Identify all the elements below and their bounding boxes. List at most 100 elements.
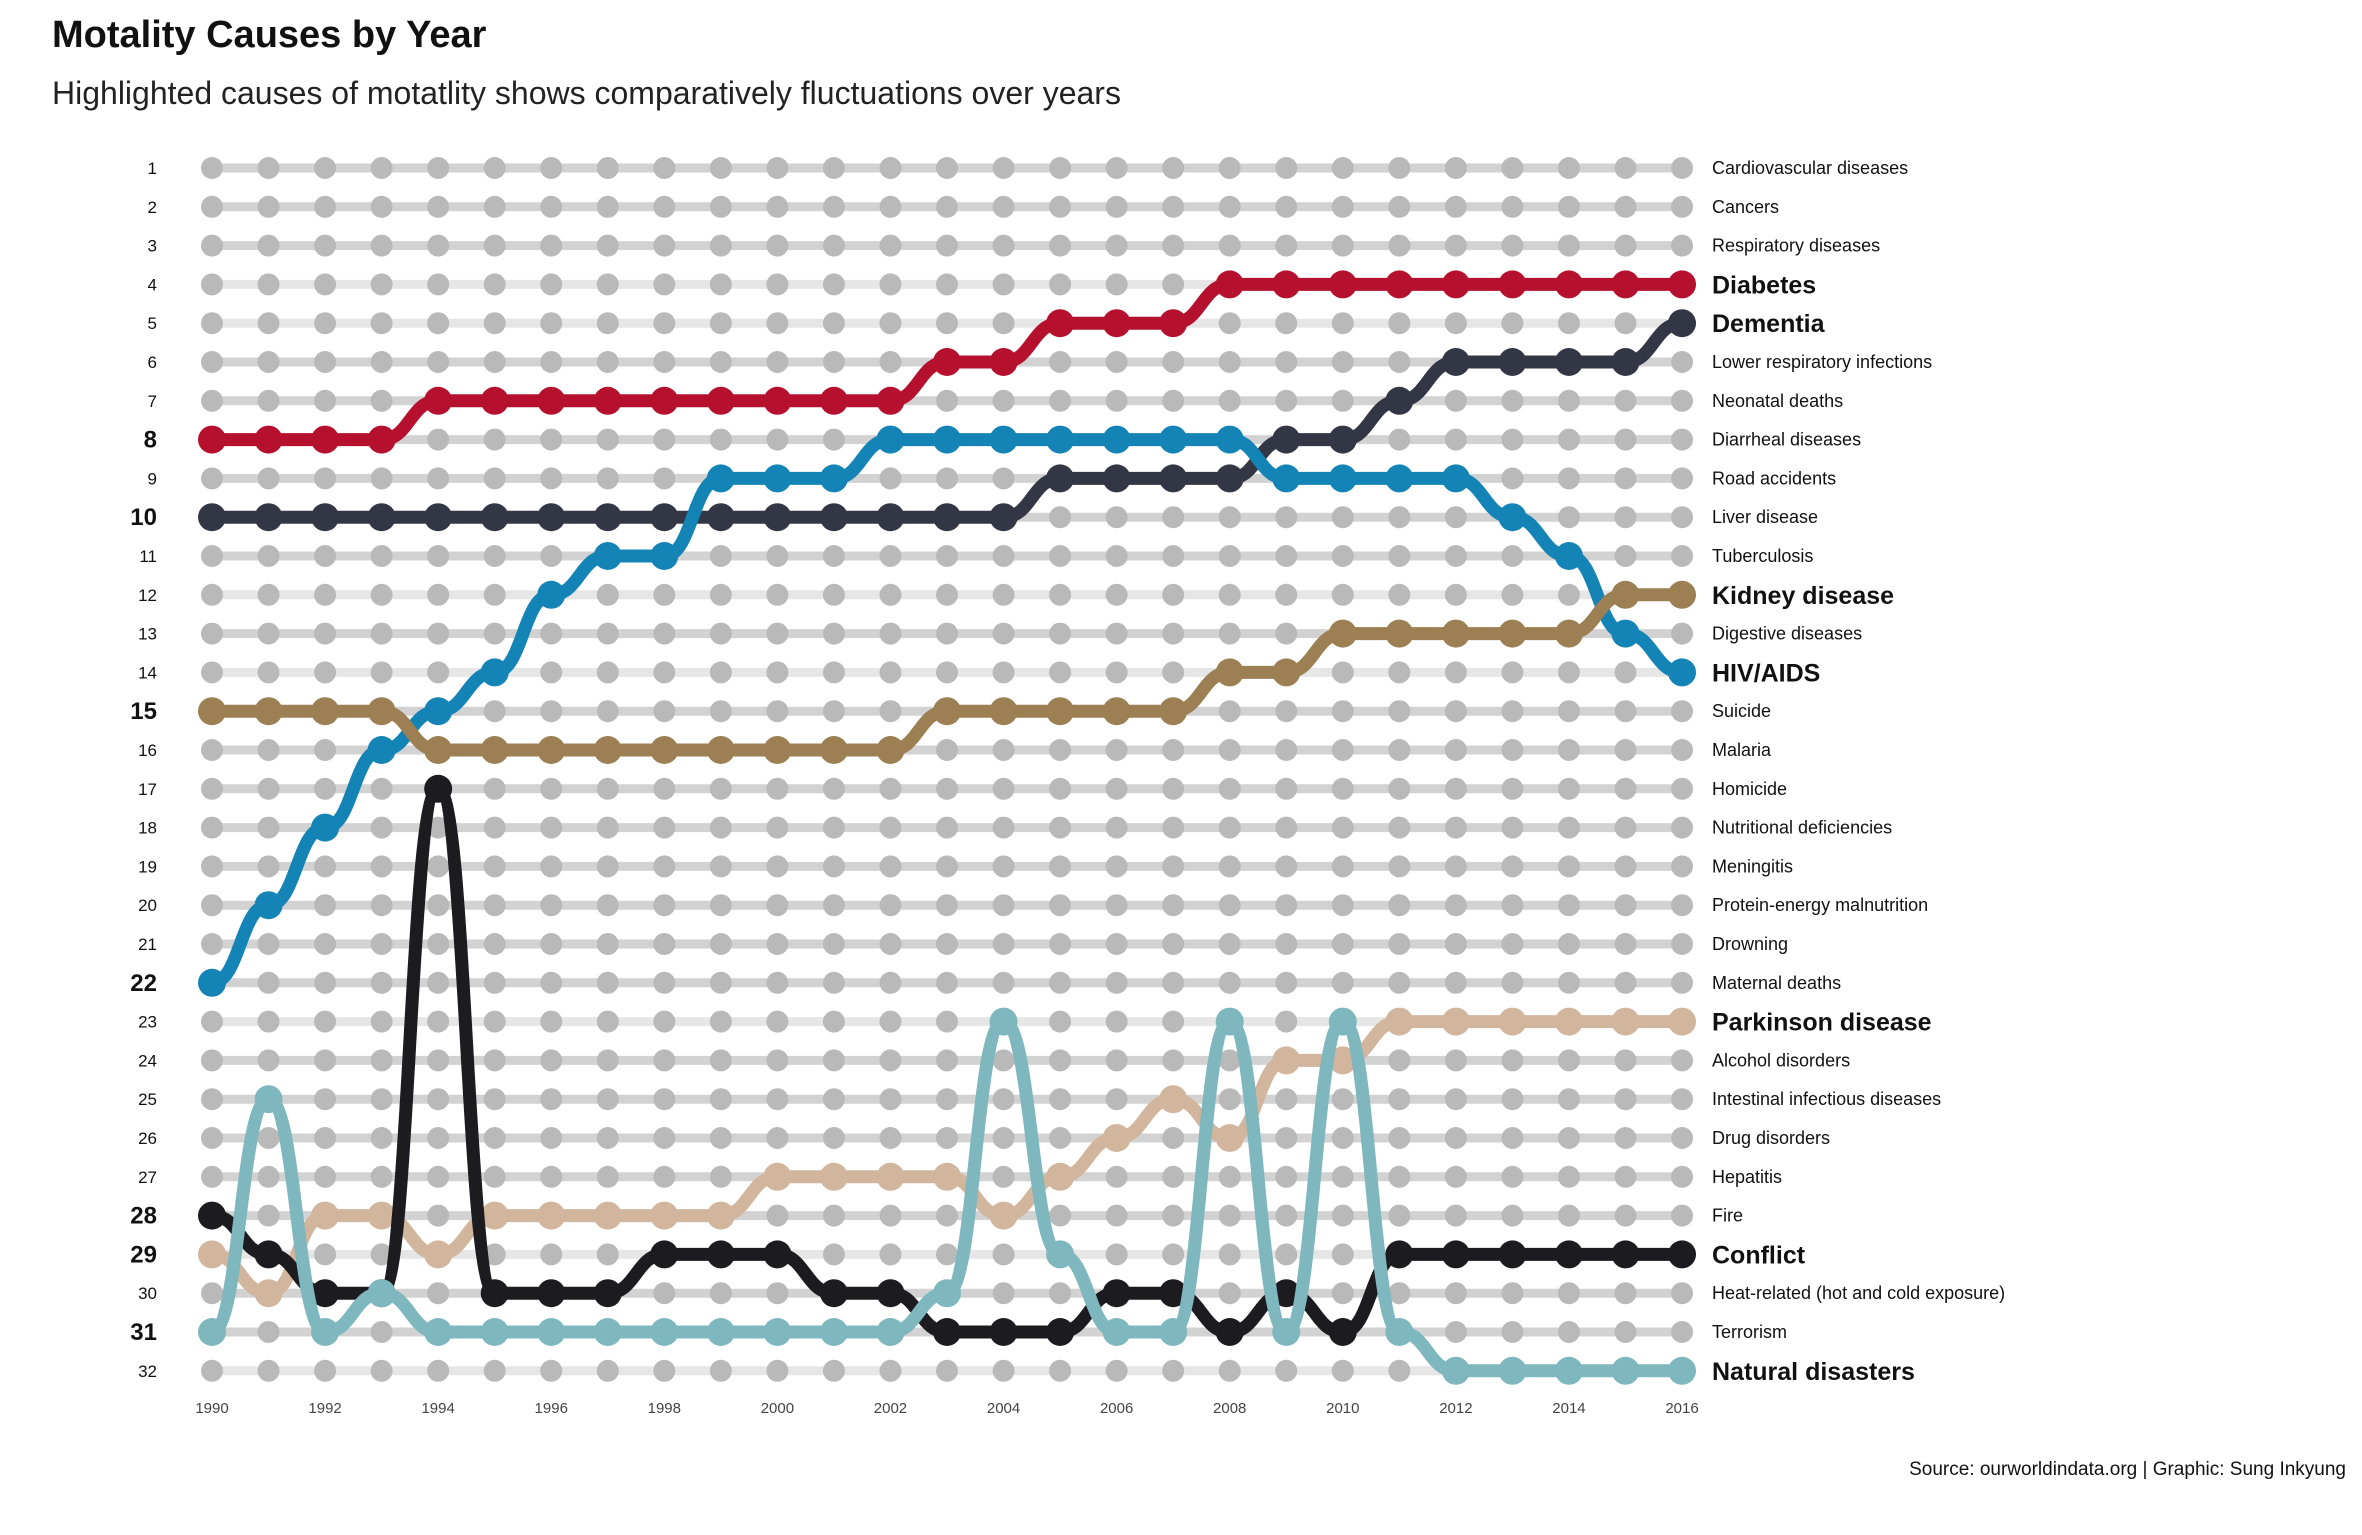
background-point-22-2009 [1275, 971, 1298, 994]
end-label-kidney-disease: Kidney disease [1712, 582, 1894, 610]
background-point-1-2005 [1049, 157, 1072, 179]
background-point-22-1994 [427, 971, 450, 994]
background-point-24-2006 [1105, 1049, 1128, 1072]
background-point-1-1990 [201, 157, 223, 179]
background-point-21-2011 [1388, 933, 1411, 955]
background-point-8-1994 [427, 428, 450, 451]
background-point-20-2008 [1218, 894, 1241, 917]
rank-label-14: 14 [138, 663, 157, 682]
end-label-road-accidents: Road accidents [1712, 468, 1836, 488]
year-tick-1996: 1996 [535, 1400, 568, 1417]
background-point-11-2002 [879, 545, 902, 567]
background-point-20-2006 [1105, 894, 1128, 917]
background-point-3-2013 [1501, 234, 1524, 257]
background-point-22-1995 [483, 971, 506, 994]
background-point-22-2005 [1049, 971, 1072, 994]
background-point-20-2007 [1162, 894, 1185, 917]
background-point-12-2000 [766, 583, 789, 606]
rank-label-3: 3 [148, 237, 157, 256]
background-point-19-1995 [483, 855, 506, 878]
background-point-12-1992 [314, 583, 337, 606]
background-point-19-1992 [314, 855, 337, 878]
series-point-parkinson-disease-2005 [1046, 1162, 1075, 1191]
rank-label-17: 17 [138, 780, 157, 799]
background-point-14-1992 [314, 661, 337, 684]
background-point-9-2013 [1501, 467, 1524, 490]
series-point-diabetes-2015 [1611, 270, 1640, 299]
background-point-2-1999 [709, 195, 732, 218]
year-tick-2014: 2014 [1552, 1400, 1585, 1417]
background-point-6-2016 [1671, 351, 1694, 373]
series-conflict [198, 774, 1697, 1346]
background-point-4-2004 [992, 273, 1015, 296]
background-point-12-2003 [936, 583, 959, 606]
series-point-natural-disasters-1993 [367, 1279, 396, 1308]
end-label-neonatal-deaths: Neonatal deaths [1712, 391, 1843, 411]
series-point-parkinson-disease-1993 [367, 1201, 396, 1230]
background-point-7-1991 [257, 389, 280, 412]
background-point-22-1993 [370, 971, 393, 994]
background-point-12-1994 [427, 583, 450, 606]
background-point-17-1995 [483, 777, 506, 800]
series-point-natural-disasters-2013 [1498, 1356, 1527, 1385]
background-point-9-2003 [936, 467, 959, 490]
background-point-1-2002 [879, 157, 902, 179]
series-point-conflict-1990 [198, 1201, 226, 1230]
background-point-1-1997 [596, 157, 619, 179]
background-point-24-2002 [879, 1049, 902, 1072]
background-point-17-1990 [201, 777, 223, 800]
series-point-dementia-1997 [593, 503, 622, 532]
background-point-21-1990 [201, 933, 223, 955]
background-point-28-2001 [822, 1204, 845, 1227]
background-point-8-1996 [540, 428, 563, 451]
background-point-29-2004 [992, 1243, 1015, 1266]
background-point-11-1999 [709, 545, 732, 567]
background-point-16-2009 [1275, 739, 1298, 761]
rank-label-23: 23 [138, 1013, 157, 1032]
background-point-27-2016 [1671, 1165, 1694, 1188]
background-point-1-1996 [540, 157, 563, 179]
background-point-1-1993 [370, 157, 393, 179]
background-point-21-1996 [540, 933, 563, 955]
background-point-7-2012 [1444, 389, 1467, 412]
series-point-kidney-disease-2010 [1328, 619, 1357, 648]
background-point-22-2016 [1671, 971, 1694, 994]
background-point-3-1991 [257, 234, 280, 257]
background-point-27-2010 [1331, 1165, 1354, 1188]
rank-label-4: 4 [148, 275, 157, 294]
background-point-29-2009 [1275, 1243, 1298, 1266]
background-point-21-2004 [992, 933, 1015, 955]
series-point-diabetes-1993 [367, 425, 396, 454]
series-point-conflict-2008 [1215, 1318, 1244, 1346]
background-point-18-2008 [1218, 816, 1241, 839]
year-tick-2016: 2016 [1665, 1400, 1698, 1417]
background-point-2-2008 [1218, 195, 1241, 218]
background-point-29-1996 [540, 1243, 563, 1266]
background-point-1-2010 [1331, 157, 1354, 179]
background-point-6-1995 [483, 351, 506, 373]
background-point-1-1992 [314, 157, 337, 179]
series-point-conflict-2003 [933, 1318, 962, 1346]
year-tick-2008: 2008 [1213, 1400, 1246, 1417]
background-point-21-1997 [596, 933, 619, 955]
background-point-32-1999 [709, 1359, 732, 1382]
background-point-17-2010 [1331, 777, 1354, 800]
background-point-18-1996 [540, 816, 563, 839]
background-point-24-2000 [766, 1049, 789, 1072]
background-point-28-2007 [1162, 1204, 1185, 1227]
series-point-kidney-disease-1996 [537, 736, 566, 764]
background-point-22-2006 [1105, 971, 1128, 994]
background-point-17-2004 [992, 777, 1015, 800]
background-point-19-2002 [879, 855, 902, 878]
background-point-9-2016 [1671, 467, 1694, 490]
background-point-2-1992 [314, 195, 337, 218]
background-point-12-2007 [1162, 583, 1185, 606]
background-point-32-2003 [936, 1359, 959, 1382]
background-point-23-2009 [1275, 1010, 1298, 1033]
series-point-diabetes-2008 [1215, 270, 1244, 299]
background-point-5-1993 [370, 312, 393, 335]
background-point-31-2014 [1557, 1321, 1580, 1343]
background-point-5-1996 [540, 312, 563, 335]
series-point-conflict-1996 [537, 1279, 566, 1308]
background-point-28-2000 [766, 1204, 789, 1227]
